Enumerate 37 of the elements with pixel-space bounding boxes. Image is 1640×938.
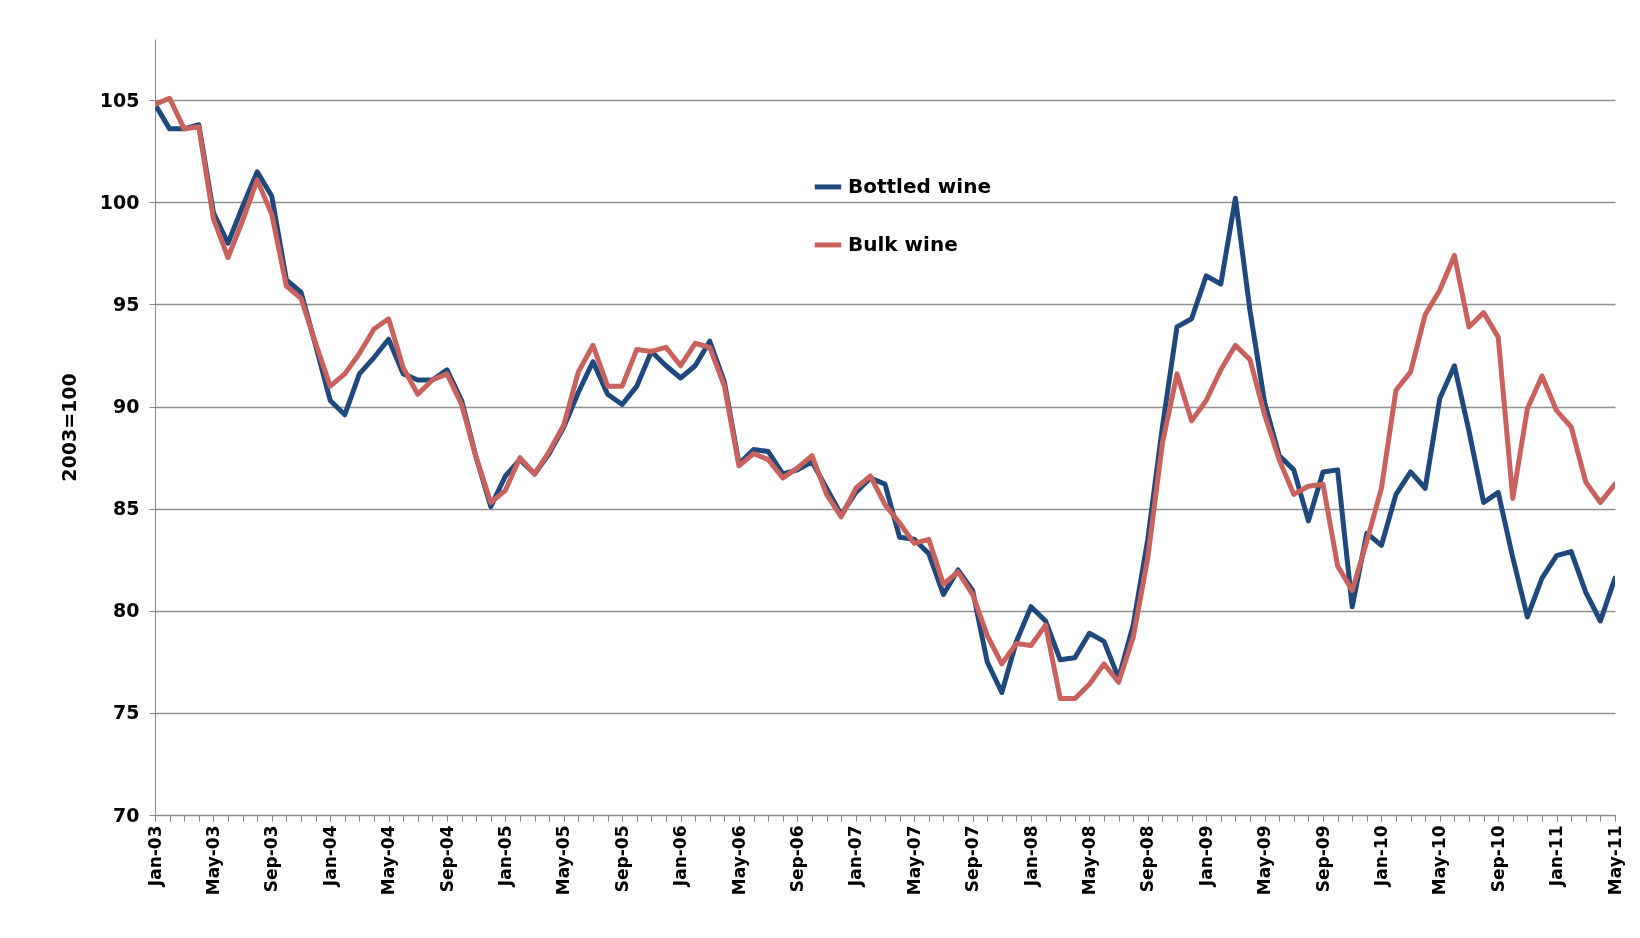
x-tick-label: Sep-05 [611,825,632,893]
y-tick-label: 85 [113,497,140,520]
x-tick-label: Sep-04 [436,825,457,893]
x-tick-label: Jan-05 [494,825,515,888]
x-tick-label: Sep-08 [1137,825,1158,893]
x-tick-label: May-10 [1429,825,1450,896]
x-tick-label: May-08 [1078,825,1099,896]
y-tick-label: 105 [99,88,140,111]
x-tick-label: Sep-03 [261,825,282,893]
x-tick-label: May-09 [1254,825,1275,896]
x-tick-label: May-06 [728,825,749,896]
y-tick-label: 100 [99,190,140,213]
x-tick-label: Sep-09 [1312,825,1333,893]
x-tick-label: Sep-07 [962,825,983,893]
x-tick-label: Sep-10 [1487,825,1508,893]
y-tick-label: 70 [113,803,140,826]
x-tick-label: May-03 [202,825,223,896]
y-tick-label: 90 [113,395,140,418]
legend-label: Bulk wine [848,231,958,256]
y-tick-label: 95 [113,292,140,315]
x-tick-label: Jan-09 [1195,825,1216,888]
x-tick-label: Jan-11 [1546,825,1567,888]
x-tick-label: Jan-03 [144,825,165,888]
y-tick-label: 80 [113,599,140,622]
x-tick-label: Jan-08 [1020,825,1041,888]
x-tick-label: Sep-06 [786,825,807,893]
x-tick-label: Jan-10 [1370,825,1391,888]
x-tick-label: Jan-04 [319,825,340,888]
x-tick-label: May-11 [1604,825,1625,896]
legend-label: Bottled wine [848,173,991,198]
x-tick-label: Jan-06 [670,825,691,888]
x-tick-label: May-07 [903,825,924,896]
x-tick-label: May-04 [378,825,399,896]
x-tick-label: Jan-07 [845,825,866,888]
y-tick-label: 75 [113,701,140,724]
x-tick-label: May-05 [553,825,574,896]
y-axis-title: 2003=100 [57,373,80,482]
